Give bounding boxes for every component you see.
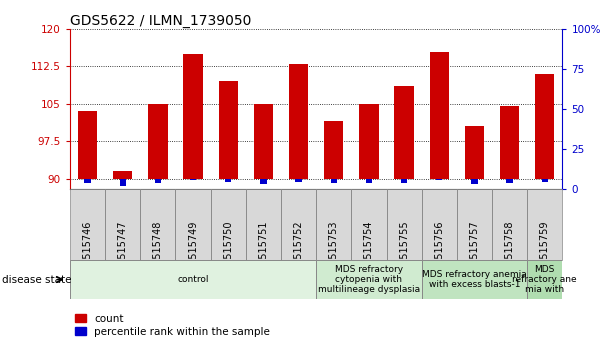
FancyBboxPatch shape xyxy=(210,189,246,260)
Bar xyxy=(401,179,407,183)
Text: disease state: disease state xyxy=(2,274,71,285)
FancyBboxPatch shape xyxy=(281,189,316,260)
Bar xyxy=(254,104,273,179)
FancyBboxPatch shape xyxy=(246,189,281,260)
Bar xyxy=(120,179,126,185)
Bar xyxy=(465,126,484,179)
Text: GSM1515756: GSM1515756 xyxy=(434,221,444,286)
Legend: count, percentile rank within the sample: count, percentile rank within the sample xyxy=(75,314,270,337)
Bar xyxy=(359,104,379,179)
Bar xyxy=(295,179,302,182)
Bar xyxy=(471,179,478,184)
Bar xyxy=(289,64,308,179)
Bar xyxy=(218,81,238,179)
Text: GSM1515752: GSM1515752 xyxy=(294,221,303,286)
Bar xyxy=(225,179,232,182)
Text: GSM1515746: GSM1515746 xyxy=(83,221,92,286)
FancyBboxPatch shape xyxy=(176,189,210,260)
Text: GDS5622 / ILMN_1739050: GDS5622 / ILMN_1739050 xyxy=(70,14,251,28)
FancyBboxPatch shape xyxy=(70,189,105,260)
Text: GSM1515754: GSM1515754 xyxy=(364,221,374,286)
Bar xyxy=(506,179,513,183)
FancyBboxPatch shape xyxy=(527,189,562,260)
Text: MDS
refractory ane
mia with: MDS refractory ane mia with xyxy=(513,265,577,294)
Text: GSM1515747: GSM1515747 xyxy=(118,221,128,286)
Bar xyxy=(395,86,414,179)
Text: GSM1515748: GSM1515748 xyxy=(153,221,163,286)
Bar xyxy=(190,179,196,180)
Bar xyxy=(85,179,91,183)
Bar xyxy=(260,179,266,184)
Text: MDS refractory
cytopenia with
multilineage dysplasia: MDS refractory cytopenia with multilinea… xyxy=(318,265,420,294)
Bar xyxy=(331,179,337,183)
FancyBboxPatch shape xyxy=(527,260,562,299)
Text: GSM1515753: GSM1515753 xyxy=(329,221,339,286)
FancyBboxPatch shape xyxy=(387,189,422,260)
Bar xyxy=(154,179,161,183)
FancyBboxPatch shape xyxy=(105,189,140,260)
Bar xyxy=(430,52,449,179)
Bar xyxy=(184,54,202,179)
FancyBboxPatch shape xyxy=(492,189,527,260)
FancyBboxPatch shape xyxy=(316,260,422,299)
FancyBboxPatch shape xyxy=(422,260,527,299)
FancyBboxPatch shape xyxy=(140,189,176,260)
Bar xyxy=(366,179,372,183)
Bar xyxy=(113,171,133,179)
Bar xyxy=(148,104,168,179)
Text: GSM1515759: GSM1515759 xyxy=(540,221,550,286)
Text: GSM1515758: GSM1515758 xyxy=(505,221,514,286)
Bar xyxy=(436,179,443,180)
FancyBboxPatch shape xyxy=(422,189,457,260)
Text: GSM1515755: GSM1515755 xyxy=(399,221,409,286)
Text: GSM1515750: GSM1515750 xyxy=(223,221,233,286)
Text: control: control xyxy=(178,275,209,284)
Bar xyxy=(500,106,519,179)
Text: GSM1515751: GSM1515751 xyxy=(258,221,268,286)
FancyBboxPatch shape xyxy=(70,260,316,299)
Bar xyxy=(78,111,97,179)
Bar xyxy=(542,179,548,182)
Bar xyxy=(324,121,344,179)
FancyBboxPatch shape xyxy=(457,189,492,260)
Bar xyxy=(535,74,554,179)
FancyBboxPatch shape xyxy=(351,189,387,260)
FancyBboxPatch shape xyxy=(316,189,351,260)
Text: GSM1515757: GSM1515757 xyxy=(469,221,480,286)
Text: MDS refractory anemia
with excess blasts-1: MDS refractory anemia with excess blasts… xyxy=(422,270,527,289)
Text: GSM1515749: GSM1515749 xyxy=(188,221,198,286)
